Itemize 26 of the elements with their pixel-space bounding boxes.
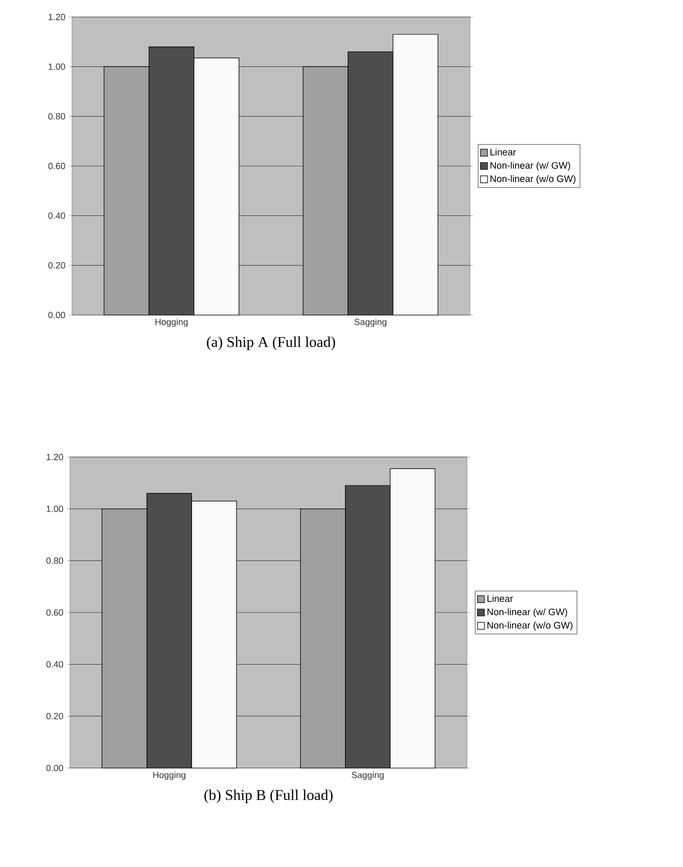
y-tick-label: 0.20 xyxy=(48,262,66,269)
y-tick-label: 1.20 xyxy=(48,14,66,20)
text: (b) Ship B (Full load) xyxy=(204,790,333,804)
legend-label: Linear xyxy=(490,148,516,156)
y-tick-label: 1.00 xyxy=(48,63,66,70)
legend-label: Non-linear (w/o GW) xyxy=(488,622,572,630)
y-tick-label: 0.60 xyxy=(48,162,66,170)
y-tick-label: 0.00 xyxy=(46,764,64,772)
y-tick-label: 1.20 xyxy=(46,454,64,460)
x-tick-label: Sagging xyxy=(352,772,384,780)
y-tick-label: 0.60 xyxy=(46,609,64,616)
legend-label: Non-linear (w/o GW) xyxy=(490,175,576,184)
text: (a) Ship A (Full load) xyxy=(206,336,336,350)
y-tick-label: 0.00 xyxy=(48,312,66,318)
legend-label: Non-linear (w/ GW) xyxy=(490,162,570,171)
y-tick-label: 0.40 xyxy=(46,661,64,668)
legend-label: Linear xyxy=(488,594,513,602)
x-tick-label: Sagging xyxy=(354,318,386,327)
legend-label: Non-linear (w/ GW) xyxy=(488,608,568,618)
y-tick-label: 0.80 xyxy=(46,557,64,564)
y-tick-label: 0.40 xyxy=(48,212,66,219)
x-tick-label: Hogging xyxy=(153,772,186,780)
y-tick-label: 0.80 xyxy=(48,113,66,120)
y-tick-label: 1.00 xyxy=(46,506,64,512)
y-tick-label: 0.20 xyxy=(46,712,64,720)
x-tick-label: Hogging xyxy=(156,318,188,327)
